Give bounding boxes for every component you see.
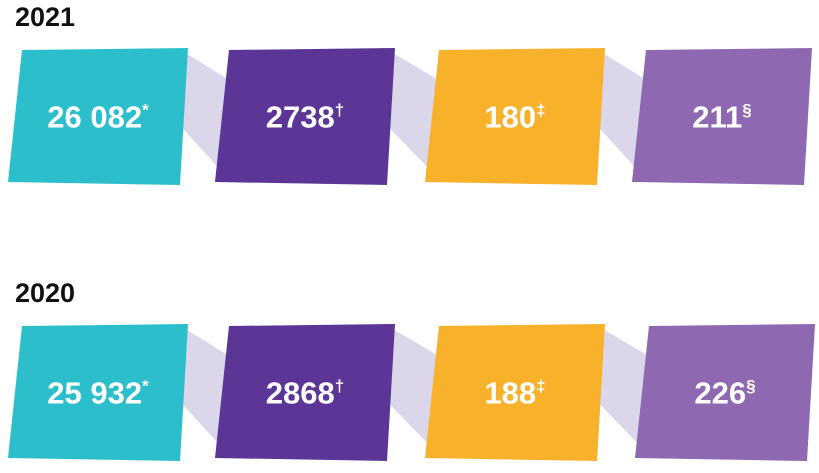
year-title: 2020 xyxy=(15,278,75,308)
stat-number: 180 xyxy=(484,100,536,135)
stat-box xyxy=(425,324,605,461)
stat-value: 211§ xyxy=(692,100,751,135)
stat-footnote: ‡ xyxy=(536,101,545,120)
stat-footnote: § xyxy=(746,377,755,396)
stat-value: 180‡ xyxy=(484,100,545,135)
stat-value: 26 082* xyxy=(47,100,149,135)
stat-number: 188 xyxy=(484,376,536,411)
stat-footnote: † xyxy=(335,377,344,396)
stat-box xyxy=(215,324,395,461)
stat-value: 226§ xyxy=(694,376,755,411)
stat-footnote: † xyxy=(335,101,344,120)
stat-box xyxy=(8,324,188,461)
stat-box xyxy=(425,48,605,185)
stat-box xyxy=(635,324,815,461)
stat-value: 188‡ xyxy=(484,376,545,411)
stat-footnote: * xyxy=(142,377,149,396)
stat-number: 2868 xyxy=(266,376,335,411)
stat-value: 25 932* xyxy=(47,376,149,411)
stat-number: 25 932 xyxy=(47,376,142,411)
stat-number: 226 xyxy=(694,376,746,411)
stat-footnote: § xyxy=(742,101,751,120)
stat-box xyxy=(215,48,395,185)
stat-box xyxy=(8,48,188,185)
stat-number: 26 082 xyxy=(47,100,142,135)
stat-box xyxy=(632,48,812,185)
stat-value: 2868† xyxy=(266,376,344,411)
stat-number: 211 xyxy=(692,100,742,135)
stat-number: 2738 xyxy=(266,100,335,135)
stat-value: 2738† xyxy=(266,100,344,135)
year-title: 2021 xyxy=(15,2,75,32)
stat-footnote: ‡ xyxy=(536,377,545,396)
stat-footnote: * xyxy=(142,101,149,120)
